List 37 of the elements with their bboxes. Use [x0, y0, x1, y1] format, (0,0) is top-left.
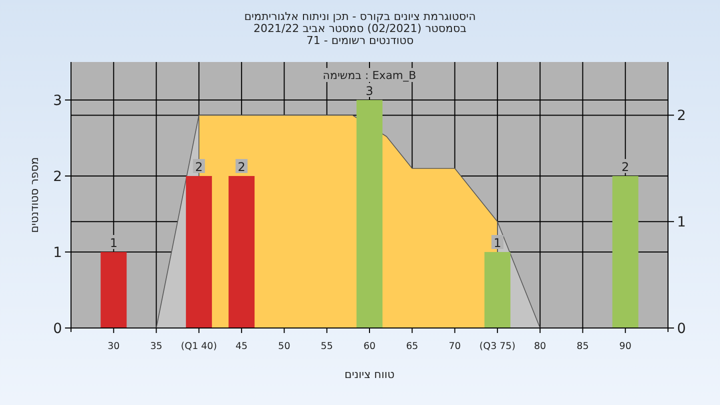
x-tick-label: 80: [534, 341, 546, 352]
bar: [228, 176, 255, 328]
data-label: 3: [366, 84, 374, 98]
x-axis-title: טווח ציונים: [344, 368, 394, 381]
x-tick-label: 50: [278, 341, 290, 352]
chart-title: היסטוגרמת ציונים בקורס - תכן וניתוח אלגוריתמים: [244, 10, 476, 23]
y2-tick-label: 1: [677, 214, 686, 231]
annotation: במשימה : Exam_B: [322, 69, 416, 82]
y-tick-label: 2: [53, 169, 62, 185]
x-tick-label: 30: [108, 341, 120, 352]
bar: [356, 100, 382, 328]
bar: [186, 176, 212, 328]
y2-tick-label: 2: [677, 108, 686, 124]
bar: [100, 252, 127, 328]
y-tick-label: 3: [53, 93, 62, 109]
y-tick-label: 0: [53, 321, 62, 337]
x-tick-label: 55: [320, 341, 333, 352]
data-label: 1: [494, 236, 502, 250]
x-tick-label: (Q3 75): [479, 341, 516, 352]
data-label: 1: [110, 236, 118, 250]
x-tick-label: (Q1 40): [180, 341, 217, 352]
data-label: 2: [195, 160, 203, 174]
data-label: 2: [622, 160, 630, 174]
x-tick-label: 90: [619, 341, 632, 352]
y-tick-label: 1: [53, 245, 62, 261]
x-tick-label: 65: [406, 341, 418, 352]
bar: [484, 252, 510, 328]
x-tick-label: 70: [448, 341, 461, 352]
x-tick-label: 45: [236, 341, 248, 352]
x-tick-label: 85: [576, 341, 589, 352]
x-tick-label: 60: [363, 341, 376, 352]
x-tick-label: 35: [150, 341, 162, 352]
chart-subtitle: בסמסטר (02/2021) סמסטר אביב 2021/22 סטודנטים רשומים - 71: [253, 22, 467, 47]
y2-tick-label: 0: [677, 321, 686, 337]
y-axis-title: מספר סטודנטים: [28, 157, 41, 233]
bar: [612, 176, 638, 328]
data-label: 2: [238, 160, 246, 174]
